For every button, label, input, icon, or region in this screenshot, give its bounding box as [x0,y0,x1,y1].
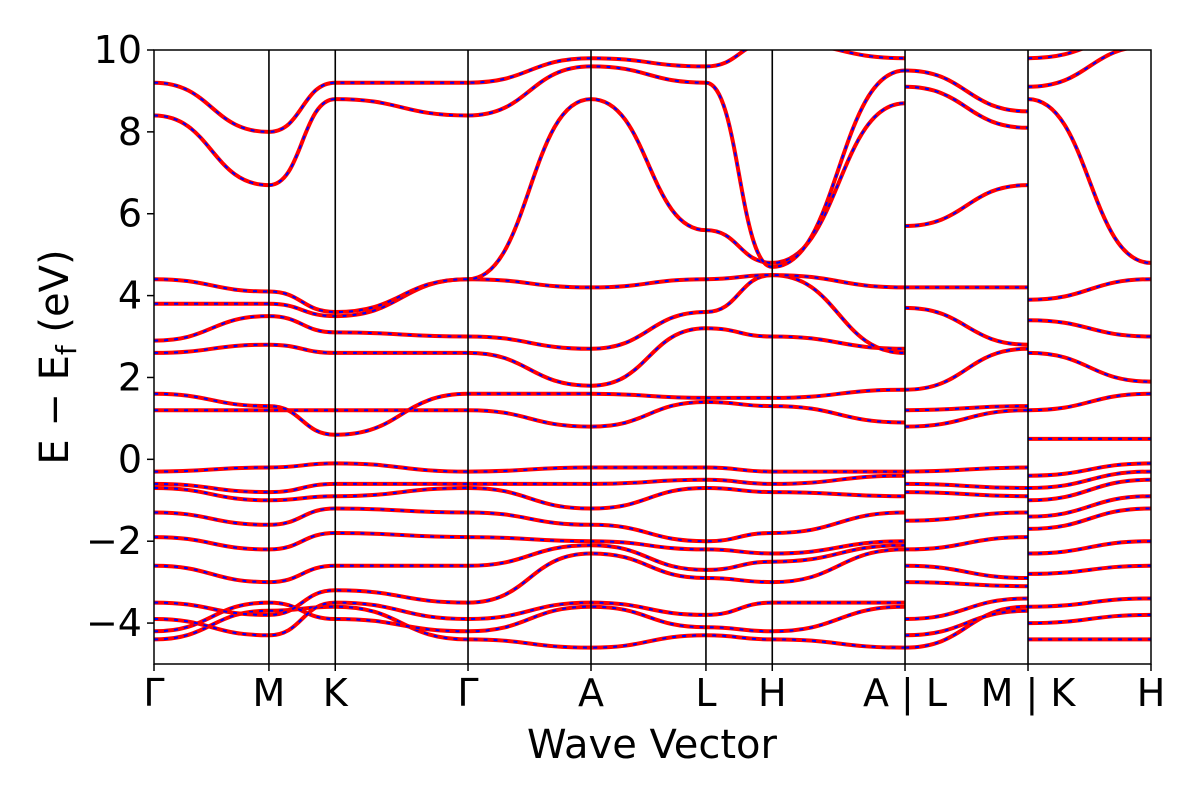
y-tick-label: 10 [94,28,142,72]
band-line-red [154,494,1151,544]
y-tick-label: 6 [118,192,142,236]
x-tick-label: Γ [143,671,164,715]
band-line-blue [154,597,1151,637]
band-line-blue [154,548,1151,616]
x-tick-label: H [1137,671,1166,715]
x-tick-label: H [758,671,787,715]
y-axis-label-sub: f [50,344,83,355]
x-tick-label: A | L [863,671,947,716]
band-line-blue [154,274,1151,354]
y-tick-label: 4 [118,274,142,318]
band-line-blue [154,388,1151,436]
y-tick-label: 0 [118,437,142,481]
band-line-red [154,50,1085,134]
x-tick-label: Γ [457,671,478,715]
band-line-blue [154,50,1082,133]
y-tick-label: −4 [86,601,142,645]
high-symmetry-lines [268,50,1029,664]
band-line-blue [154,495,1151,543]
plot-frame [153,49,1152,665]
y-tick-label: 2 [118,355,142,399]
x-tick-label: M [253,671,286,715]
band-line-blue [154,327,1151,391]
band-line-blue [154,478,1151,510]
band-line-red [154,326,1151,392]
band-line-blue [154,605,1151,649]
x-axis-label: Wave Vector [527,722,778,768]
y-axis-ticks: −4 −2 0 2 4 6 8 10 [86,28,154,645]
band-line-blue [154,462,1151,477]
bands-layer [154,50,1151,650]
band-line-blue [154,470,1151,494]
band-line-red [154,50,1130,269]
y-axis-label-main: E − E [32,355,78,465]
x-tick-label: M | K [981,671,1077,716]
band-line-red [154,97,1151,314]
x-tick-label: K [323,671,349,715]
band-line-red [154,461,1151,478]
x-tick-label: L [695,671,716,715]
y-axis-label: E − Ef (eV) [32,249,83,464]
y-tick-label: 8 [118,110,142,154]
band-line-blue [154,540,1151,584]
y-axis-label-unit: (eV) [32,249,78,345]
band-line-blue [154,50,1126,268]
x-tick-label: A [578,671,604,715]
band-line-red [154,477,1151,511]
band-line-blue [154,98,1151,314]
band-line-blue [154,274,1151,318]
band-line-red [154,469,1151,495]
y-tick-label: −2 [86,519,142,563]
